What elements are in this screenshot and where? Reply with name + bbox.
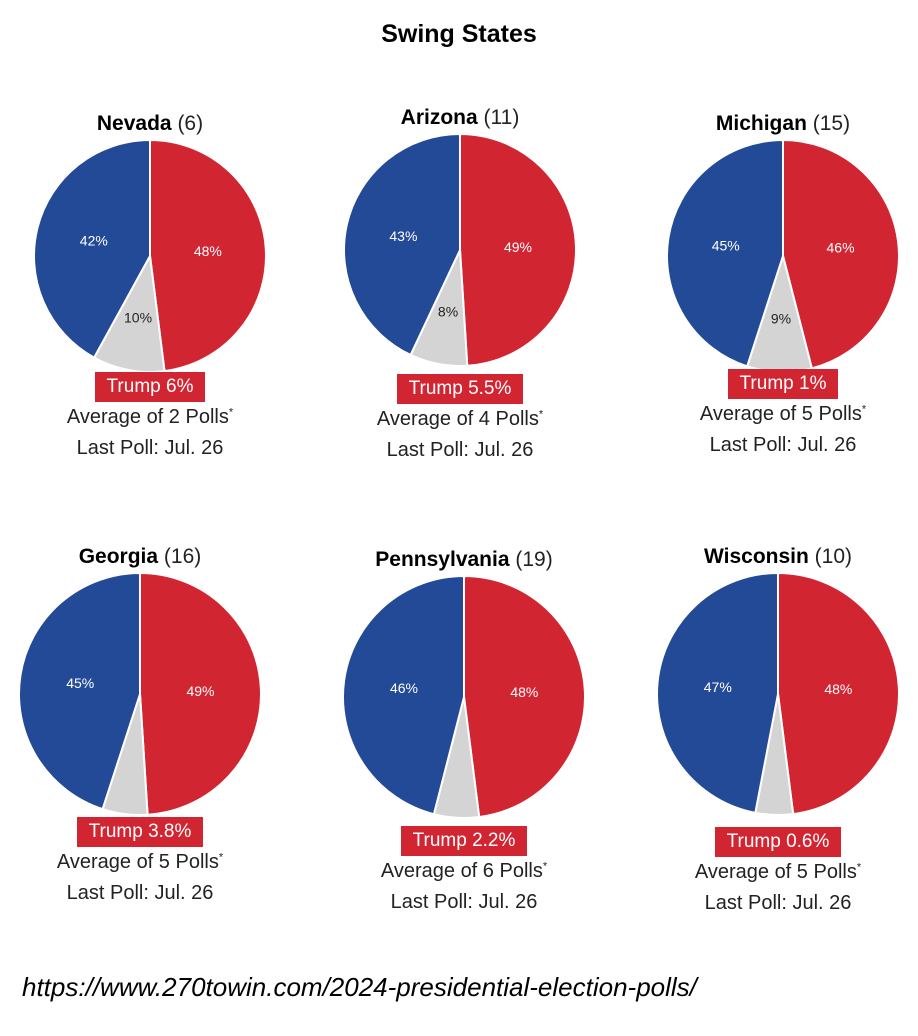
pie-slice-rep: [782, 138, 900, 370]
last-poll-date: Last Poll: Jul. 26: [390, 891, 538, 913]
slice-label: 10%: [124, 309, 152, 325]
polls-average-label: Average of 6 Polls: [380, 860, 543, 882]
last-poll-date: Last Poll: Jul. 26: [386, 439, 534, 461]
state-name: Georgia: [78, 545, 159, 568]
state-name: Wisconsin: [703, 545, 809, 568]
lead-badge: Trump 6%: [94, 372, 206, 402]
pie-slice-dem: [343, 132, 461, 357]
polls-average-label: Average of 5 Polls: [694, 861, 857, 883]
pie-slice-rep: [459, 132, 577, 367]
lead-badge: Trump 1%: [727, 369, 839, 399]
slice-label: 45%: [712, 238, 740, 254]
pie-chart: 49% 45%: [18, 571, 262, 816]
pie-slice-rep: [463, 574, 586, 819]
state-heading: Georgia (16): [0, 545, 290, 569]
pie-slice-rep: [149, 138, 267, 373]
state-card-michigan: Michigan (15) 46% 9% 45% Trump 1% Average …: [633, 112, 918, 457]
pie-slice-other: [92, 252, 166, 373]
state-heading: Arizona (11): [310, 106, 610, 130]
footnote-mark: *: [538, 408, 544, 421]
lead-badge: Trump 2.2%: [400, 826, 528, 856]
slice-label: 46%: [827, 239, 855, 255]
electoral-votes: (16): [163, 545, 202, 568]
last-poll-date: Last Poll: Jul. 26: [76, 437, 224, 459]
lead-badge: Trump 3.8%: [76, 817, 204, 847]
last-poll-date: Last Poll: Jul. 26: [704, 892, 852, 914]
polls-average: Average of 5 Polls*: [0, 851, 290, 874]
state-heading: Pennsylvania (19): [314, 548, 614, 572]
slice-label: 8%: [438, 303, 458, 319]
source-url: https://www.270towin.com/2024-presidenti…: [22, 972, 697, 1002]
state-card-wisconsin: Wisconsin (10) 48% 47% Trump 0.6% Average…: [628, 545, 918, 915]
polls-average: Average of 4 Polls*: [310, 408, 610, 431]
footnote-mark: *: [861, 403, 867, 416]
state-name: Arizona: [400, 106, 478, 129]
pie-chart: 48% 46%: [342, 574, 586, 819]
pie-chart: 46% 9% 45%: [666, 138, 900, 373]
lead-badge: Trump 5.5%: [396, 374, 524, 404]
pie-slice-dem: [342, 574, 465, 816]
polls-average: Average of 2 Polls*: [0, 406, 300, 429]
state-name: Nevada: [96, 112, 172, 135]
electoral-votes: (6): [177, 112, 204, 135]
pie-slice-rep: [777, 571, 900, 816]
slice-label: 49%: [504, 239, 532, 255]
pie-chart: 48% 47%: [656, 571, 900, 816]
slice-label: 42%: [80, 232, 108, 248]
slice-label: 45%: [66, 675, 94, 691]
last-poll-date: Last Poll: Jul. 26: [66, 882, 214, 904]
state-name: Michigan: [715, 112, 807, 135]
slice-label: 48%: [824, 681, 852, 697]
electoral-votes: (19): [515, 548, 553, 571]
state-name: Pennsylvania: [375, 548, 510, 571]
slice-label: 9%: [771, 310, 791, 326]
footnote-mark: *: [228, 406, 234, 419]
slice-label: 48%: [194, 243, 222, 259]
state-card-pennsylvania: Pennsylvania (19) 48% 46% Trump 2.2% Aver…: [314, 548, 614, 914]
state-heading: Michigan (15): [633, 112, 918, 136]
pie-slice-dem: [666, 138, 784, 368]
state-card-georgia: Georgia (16) 49% 45% Trump 3.8% Average o…: [0, 545, 290, 905]
footnote-mark: *: [218, 851, 224, 864]
pie-slice-dem: [656, 571, 779, 815]
state-heading: Nevada (6): [0, 112, 300, 136]
polls-average: Average of 5 Polls*: [633, 403, 918, 426]
polls-average-label: Average of 2 Polls: [66, 406, 229, 428]
state-card-nevada: Nevada (6) 48% 10% 42% Trump 6% Average of…: [0, 112, 300, 460]
pie-slice-rep: [139, 571, 262, 816]
electoral-votes: (15): [812, 112, 851, 135]
polls-average: Average of 5 Polls*: [628, 861, 918, 884]
footnote-mark: *: [542, 860, 548, 873]
polls-average-label: Average of 4 Polls: [376, 408, 539, 430]
footnote-mark: *: [856, 861, 862, 874]
pie-slice-dem: [33, 138, 151, 360]
electoral-votes: (11): [483, 106, 520, 129]
slice-label: 43%: [389, 228, 417, 244]
slice-label: 49%: [186, 683, 214, 699]
page-title: Swing States: [381, 20, 537, 48]
lead-badge: Trump 0.6%: [714, 827, 842, 857]
polls-average: Average of 6 Polls*: [314, 860, 614, 883]
polls-average-label: Average of 5 Polls: [699, 403, 862, 425]
polls-average-label: Average of 5 Polls: [56, 851, 219, 873]
pie-chart: 49% 8% 43%: [343, 132, 577, 367]
slice-label: 48%: [510, 684, 538, 700]
slice-label: 47%: [704, 679, 732, 695]
state-heading: Wisconsin (10): [628, 545, 918, 569]
state-card-arizona: Arizona (11) 49% 8% 43% Trump 5.5% Average…: [310, 106, 610, 462]
pie-chart: 48% 10% 42%: [33, 138, 267, 373]
slice-label: 46%: [390, 680, 418, 696]
last-poll-date: Last Poll: Jul. 26: [709, 434, 857, 456]
electoral-votes: (10): [814, 545, 853, 568]
pie-slice-dem: [18, 571, 141, 811]
